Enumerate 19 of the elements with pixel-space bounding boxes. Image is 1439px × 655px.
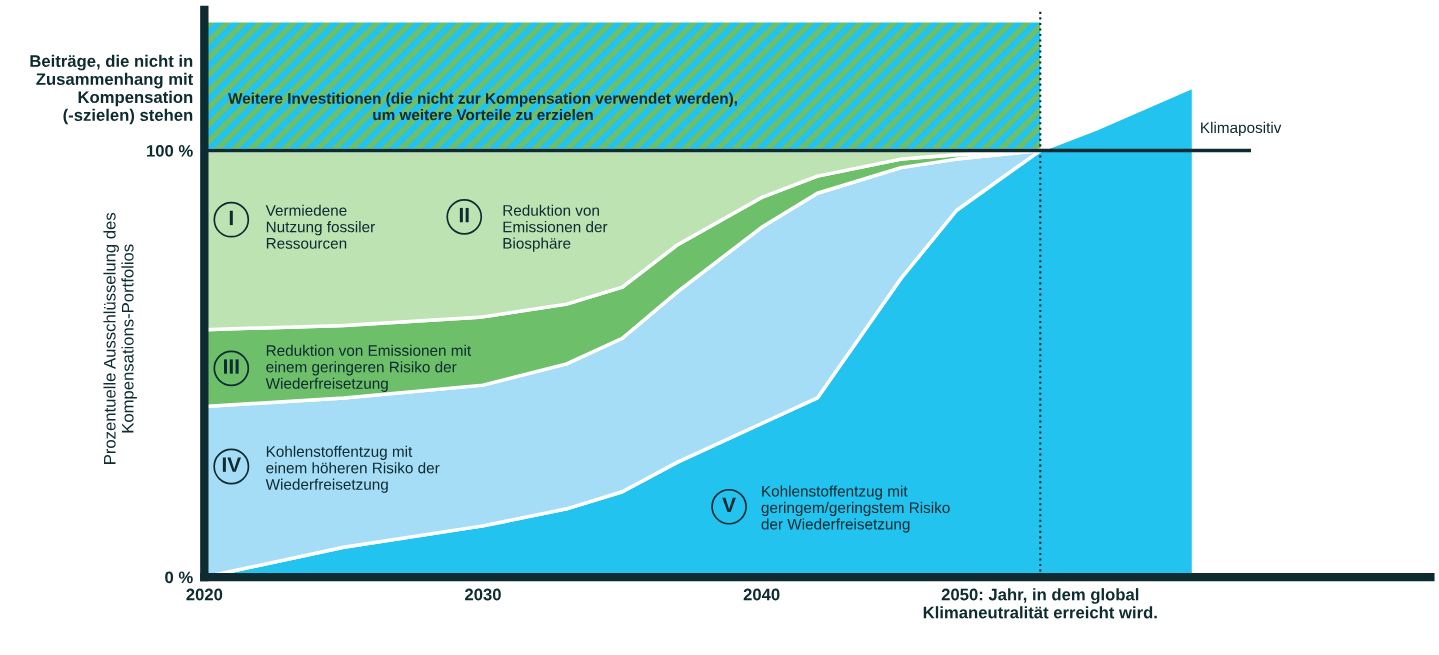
annotation: Klimapositiv [1201, 121, 1282, 137]
annotation: Kohlenstoffentzug mit geringem/geringstem Risiko der Wiederfreisetzung [761, 485, 950, 533]
annotation: I [229, 210, 233, 226]
x-tick-label: 2050: Jahr, in dem global Klimaneutralität erreicht wird. [923, 588, 1157, 619]
annotation: Vermiedene Nutzung fossiler Ressourcen [265, 204, 375, 249]
annotation: IV [222, 457, 242, 472]
annotation: V [722, 497, 736, 513]
y-axis-title: Prozentuelle Ausschlüsselung des Kompensations-Portfolios [103, 212, 137, 464]
x-tick-label: 2040 [743, 588, 780, 601]
y-tick-label: 100 % [147, 144, 193, 157]
y-tick-label: 0 % [165, 571, 193, 584]
annotation: Kohlenstoffentzug mit einem höheren Risiko der Wiederfreisetzung [265, 445, 440, 493]
x-tick-label: 2030 [465, 588, 501, 601]
annotation: Reduktion von Emissionen mit einem geringeren Risiko der Wiederfreisetzung [265, 344, 472, 392]
annotation: Reduktion von Emissionen der Biosphäre [503, 204, 608, 252]
annotation: II [459, 207, 469, 223]
annotation: III [224, 359, 239, 374]
x-tick-label: 2020 [186, 588, 223, 601]
y-tick-label: Beiträge, die nicht in Zusammenhang mit Kompensation (-szielen) stehen [30, 54, 194, 125]
